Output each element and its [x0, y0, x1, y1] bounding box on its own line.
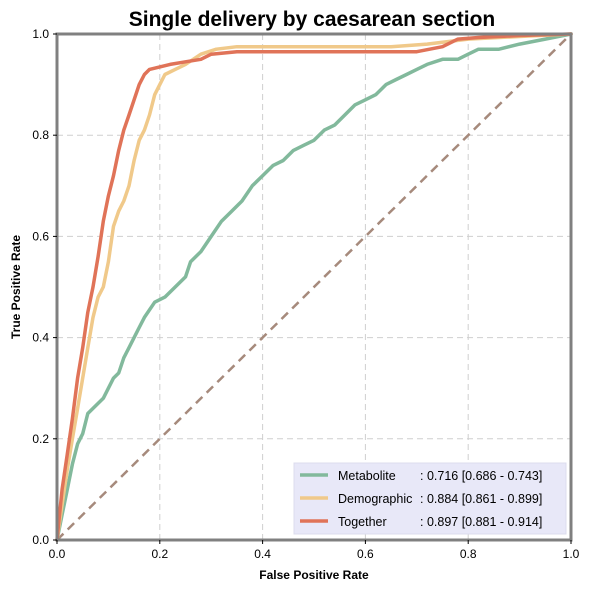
- plot-frame: [55, 32, 573, 542]
- x-tick-label: 0.6: [357, 547, 374, 561]
- legend-box: [293, 462, 567, 535]
- y-axis-label: True Positive Rate: [9, 235, 23, 339]
- y-tick-label: 0.4: [32, 331, 49, 345]
- x-tick-label: 0.8: [460, 547, 477, 561]
- legend: Metabolite : 0.716 [0.686 - 0.743] Demogra…: [293, 462, 567, 535]
- x-tick-label: 0.2: [151, 547, 168, 561]
- y-axis-ticks: 0.0 0.2 0.4 0.6 0.8 1.0: [32, 27, 57, 547]
- chance-line: [56, 33, 572, 541]
- series-layer: [55, 32, 573, 542]
- x-tick-label: 1.0: [563, 547, 580, 561]
- x-axis-label: False Positive Rate: [259, 568, 369, 582]
- legend-entry-name: Together: [338, 515, 387, 529]
- legend-entry-auc: : 0.897 [0.881 - 0.914]: [420, 515, 542, 529]
- y-tick-label: 0.8: [32, 128, 49, 142]
- x-axis-ticks: 0.0 0.2 0.4 0.6 0.8 1.0: [49, 540, 580, 561]
- legend-entry-auc: : 0.716 [0.686 - 0.743]: [420, 469, 542, 483]
- roc-curve-together: [55, 32, 573, 542]
- x-tick-label: 0.4: [254, 547, 271, 561]
- y-tick-label: 1.0: [32, 27, 49, 41]
- legend-entry-auc: : 0.884 [0.861 - 0.899]: [420, 492, 542, 506]
- x-tick-label: 0.0: [49, 547, 66, 561]
- legend-entry-name: Demographic: [338, 492, 412, 506]
- legend-entry-name: Metabolite: [338, 469, 396, 483]
- y-tick-label: 0.0: [32, 533, 49, 547]
- roc-curve-demographic: [55, 32, 573, 542]
- y-tick-label: 0.2: [32, 432, 49, 446]
- roc-curve-metabolite: [55, 32, 573, 542]
- chart-title: Single delivery by caesarean section: [129, 8, 496, 31]
- diagonal-reference-line: [56, 33, 572, 541]
- y-tick-label: 0.6: [32, 229, 49, 243]
